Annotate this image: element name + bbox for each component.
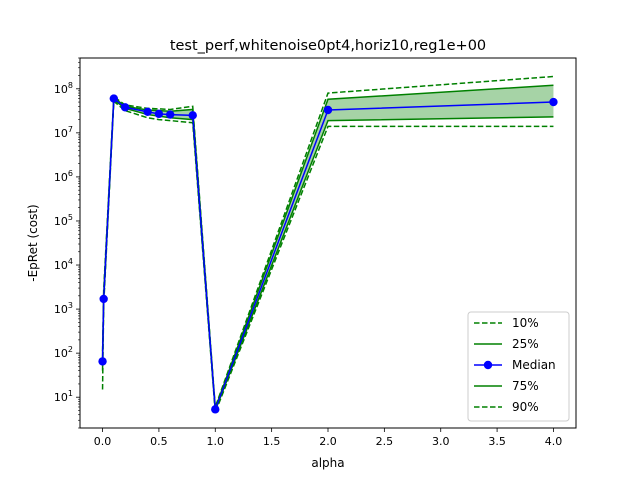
x-tick-label: 3.5 bbox=[488, 435, 506, 448]
chart-title: test_perf,whitenoise0pt4,horiz10,reg1e+0… bbox=[170, 38, 486, 54]
median-point bbox=[109, 94, 119, 103]
y-axis: 101 102 103 104 105 106 107 108 bbox=[54, 57, 80, 429]
x-tick-label: 3.0 bbox=[432, 435, 450, 448]
x-tick-label: 2.5 bbox=[376, 435, 394, 448]
median-point bbox=[154, 109, 164, 119]
median-point bbox=[211, 405, 220, 414]
x-tick-label: 4.0 bbox=[545, 435, 563, 448]
series-layer bbox=[98, 75, 558, 414]
y-tick-label: 101 bbox=[54, 389, 73, 404]
legend-label: Median bbox=[512, 358, 556, 372]
x-axis: 0.0 0.5 1.0 1.5 2.0 2.5 3.0 3.5 4.0 bbox=[94, 428, 562, 448]
y-tick-label: 103 bbox=[54, 301, 73, 316]
legend-box bbox=[467, 311, 570, 422]
y-tick-label: 105 bbox=[54, 213, 73, 228]
legend-marker bbox=[483, 360, 493, 370]
y-tick-label: 106 bbox=[54, 169, 73, 184]
legend: 10% 25% Median 75% 90% bbox=[467, 311, 570, 422]
x-tick-label: 1.0 bbox=[207, 435, 225, 448]
legend-label: 75% bbox=[512, 379, 539, 393]
median-point bbox=[99, 294, 108, 304]
y-axis-label: -EpRet (cost) bbox=[26, 204, 40, 282]
median-point bbox=[120, 103, 130, 112]
median-point bbox=[98, 357, 107, 366]
y-tick-label: 107 bbox=[54, 125, 73, 140]
x-axis-label: alpha bbox=[311, 456, 344, 470]
legend-label: 90% bbox=[512, 400, 539, 414]
median-point bbox=[549, 97, 558, 107]
y-tick-label: 102 bbox=[54, 345, 73, 360]
x-tick-label: 2.0 bbox=[319, 435, 337, 448]
y-tick-label: 104 bbox=[54, 257, 73, 272]
x-tick-label: 0.5 bbox=[150, 435, 168, 448]
x-tick-label: 1.5 bbox=[263, 435, 281, 448]
legend-label: 25% bbox=[512, 337, 539, 351]
y-tick-label: 108 bbox=[54, 81, 73, 96]
legend-label: 10% bbox=[512, 316, 539, 330]
median-point bbox=[188, 111, 197, 120]
x-tick-label: 0.0 bbox=[94, 435, 112, 448]
median-point bbox=[143, 107, 152, 117]
median-point bbox=[165, 110, 175, 119]
median-point bbox=[323, 105, 333, 115]
